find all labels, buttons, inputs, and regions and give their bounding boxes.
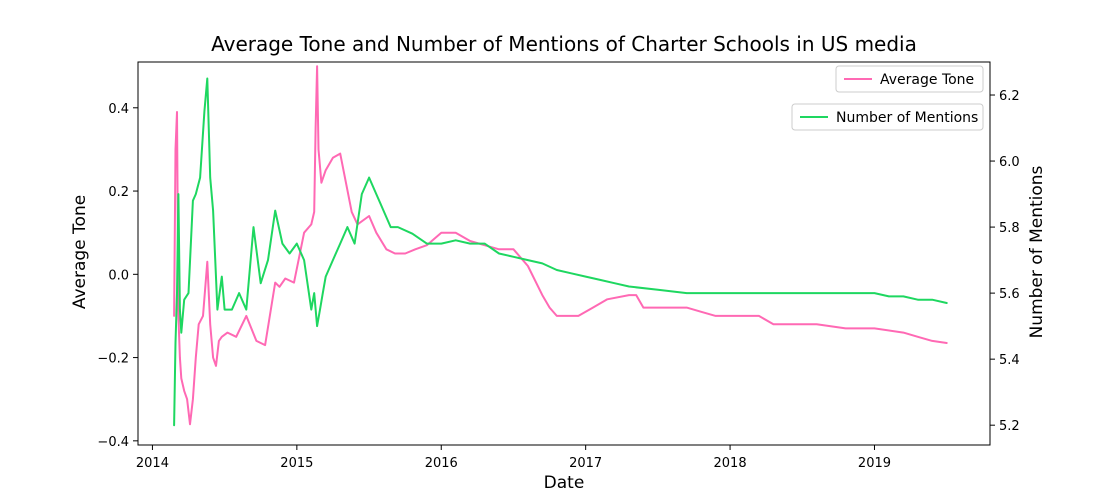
y-right-tick-label: 5.4 (999, 353, 1020, 368)
y-right-tick-label: 6.2 (999, 89, 1020, 104)
y-left-tick-label: −0.2 (97, 352, 129, 367)
series-line-average-tone (173, 65, 948, 426)
x-axis-label: Date (544, 473, 585, 493)
x-tick-label: 2017 (569, 456, 602, 471)
y-right-tick-label: 5.6 (999, 287, 1020, 302)
y-left-tick-label: 0.0 (108, 268, 129, 283)
plot-frame (137, 61, 991, 446)
x-tick-label: 2016 (425, 456, 458, 471)
y-right-tick-label: 6.0 (999, 155, 1020, 170)
series-line-number-of-mentions (173, 77, 948, 427)
y-left-tick-label: 0.2 (108, 185, 129, 200)
y-right-tick-label: 5.8 (999, 221, 1020, 236)
x-tick-label: 2014 (136, 456, 169, 471)
y-axis-left-label: Average Tone (70, 195, 90, 309)
y-axis-right-label: Number of Mentions (1027, 165, 1047, 338)
y-left-tick-label: −0.4 (97, 435, 129, 450)
legend-label: Number of Mentions (836, 110, 978, 126)
x-tick-label: 2019 (858, 456, 891, 471)
legend-number-of-mentions: Number of Mentions (791, 103, 984, 131)
y-right-tick-label: 5.2 (999, 419, 1020, 434)
plot-area: 2014 2015 2016 2017 2018 2019 0.4 0.2 0.0 −0.2 −0.… (97, 61, 1020, 471)
chart-title: Average Tone and Number of Mentions of C… (211, 32, 917, 56)
x-tick-label: 2018 (714, 456, 747, 471)
legend-box (791, 103, 984, 131)
legend-label: Average Tone (880, 72, 974, 88)
legend-average-tone: Average Tone (835, 65, 984, 93)
y-left-tick-label: 0.4 (108, 102, 129, 117)
x-tick-label: 2015 (280, 456, 313, 471)
legend-box (835, 65, 984, 93)
